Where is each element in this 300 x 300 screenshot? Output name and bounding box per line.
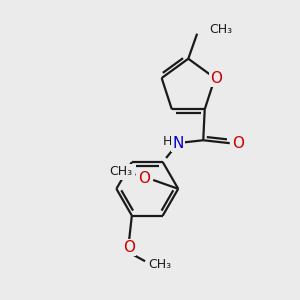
- Text: CH₃: CH₃: [209, 23, 232, 36]
- Text: CH₃: CH₃: [109, 165, 132, 178]
- Text: O: O: [138, 171, 150, 186]
- Text: H: H: [163, 135, 172, 148]
- Text: O: O: [232, 136, 244, 151]
- Text: N: N: [172, 136, 184, 151]
- Text: O: O: [123, 240, 135, 255]
- Text: CH₃: CH₃: [148, 258, 172, 271]
- Text: O: O: [210, 70, 222, 86]
